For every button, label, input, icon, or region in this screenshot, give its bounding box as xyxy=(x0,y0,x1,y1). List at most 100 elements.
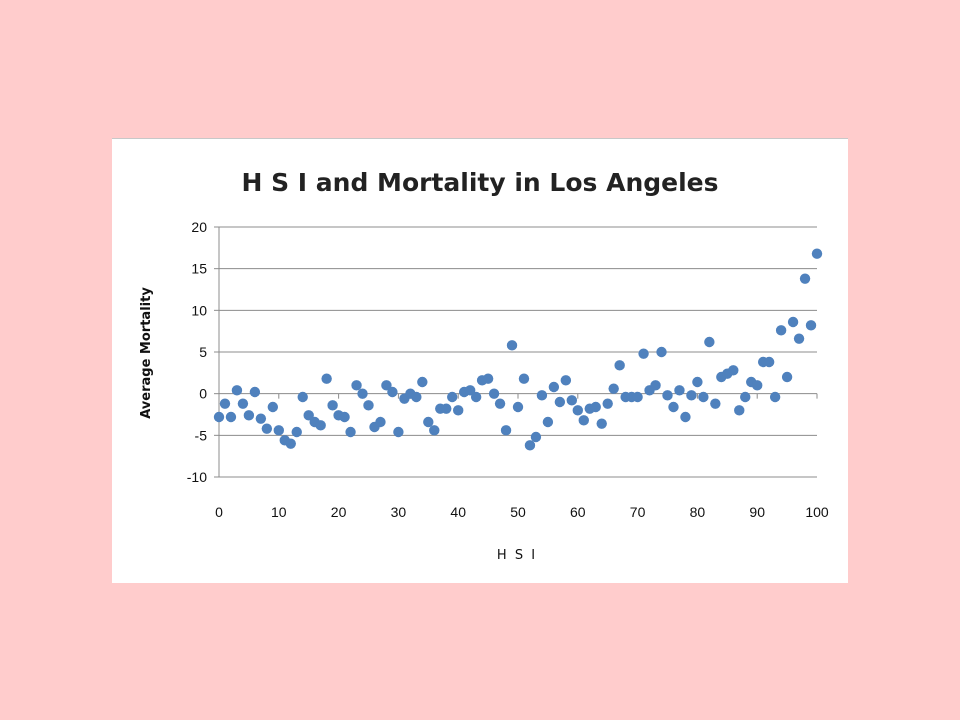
y-tick-label: 20 xyxy=(191,219,207,235)
data-point xyxy=(488,388,500,399)
data-point xyxy=(554,396,566,408)
x-tick-label: 30 xyxy=(391,504,407,520)
data-point xyxy=(536,390,548,401)
data-point xyxy=(614,360,625,371)
data-points xyxy=(213,248,823,451)
data-point xyxy=(219,398,231,409)
x-tick-label: 50 xyxy=(510,504,526,520)
x-tick-label: 60 xyxy=(570,504,586,520)
data-point xyxy=(393,426,404,438)
data-point xyxy=(608,383,619,394)
y-tick-label: -10 xyxy=(187,469,207,485)
data-point xyxy=(441,403,452,414)
data-point xyxy=(345,426,356,438)
data-point xyxy=(267,401,279,413)
y-tick-label: 10 xyxy=(191,302,207,318)
y-axis-label: Average Mortality xyxy=(139,287,154,419)
data-point xyxy=(213,411,225,423)
data-point xyxy=(381,380,392,391)
data-point xyxy=(524,440,536,451)
data-point xyxy=(811,248,823,259)
x-tick-labels: 0 10 20 30 40 50 60 70 80 90 100 xyxy=(215,504,829,520)
data-point xyxy=(740,391,751,403)
data-point xyxy=(769,391,781,403)
data-point xyxy=(590,401,601,413)
data-point xyxy=(261,423,273,434)
data-point xyxy=(793,333,805,344)
data-point xyxy=(602,398,613,409)
y-tick-labels: -10 -5 0 5 10 15 20 xyxy=(187,219,207,485)
data-point xyxy=(596,418,607,429)
data-point xyxy=(763,356,775,368)
data-point xyxy=(566,395,578,406)
data-point xyxy=(542,416,554,428)
data-point xyxy=(560,375,572,386)
data-point xyxy=(805,320,817,331)
data-point xyxy=(291,426,302,438)
data-point xyxy=(447,391,458,403)
data-point xyxy=(799,273,811,284)
data-point xyxy=(423,416,434,428)
data-point xyxy=(734,405,745,416)
data-point xyxy=(752,380,763,391)
data-point xyxy=(578,415,589,426)
data-point xyxy=(674,385,685,396)
data-point xyxy=(285,438,296,449)
data-point xyxy=(237,398,249,409)
data-point xyxy=(686,390,697,401)
y-tick-label: -5 xyxy=(195,427,208,443)
data-point xyxy=(303,410,314,421)
data-point xyxy=(662,390,673,401)
data-point xyxy=(548,381,560,393)
data-point xyxy=(632,391,643,403)
y-tick-label: 15 xyxy=(191,261,207,277)
scatter-chart: H S I and Mortality in Los Angeles -10 -5… xyxy=(139,168,829,563)
data-point xyxy=(704,336,715,348)
data-point xyxy=(500,425,512,436)
data-point xyxy=(710,398,721,409)
data-point xyxy=(512,401,524,413)
x-axis-label: H S I xyxy=(497,548,537,563)
data-point xyxy=(255,413,267,424)
data-point xyxy=(315,420,326,431)
data-point xyxy=(506,340,518,351)
data-point xyxy=(787,316,799,328)
data-point xyxy=(470,391,482,403)
data-point xyxy=(530,431,542,443)
data-point xyxy=(363,400,374,411)
x-tick-label: 40 xyxy=(450,504,466,520)
data-point xyxy=(321,373,332,384)
chart-title: H S I and Mortality in Los Angeles xyxy=(241,168,718,197)
data-point xyxy=(656,346,667,358)
data-point xyxy=(482,373,494,384)
data-point xyxy=(698,391,709,403)
data-point xyxy=(638,348,649,359)
data-point xyxy=(243,410,255,421)
data-point xyxy=(375,416,386,428)
data-point xyxy=(518,373,530,384)
data-point xyxy=(327,400,338,411)
x-tick-label: 20 xyxy=(331,504,347,520)
data-point xyxy=(411,391,422,403)
data-point xyxy=(494,398,506,409)
x-tick-label: 100 xyxy=(805,504,829,520)
data-point xyxy=(464,385,476,396)
data-point xyxy=(231,385,243,396)
data-point xyxy=(692,376,703,388)
data-point xyxy=(429,425,440,436)
x-tick-label: 10 xyxy=(271,504,287,520)
x-tick-label: 0 xyxy=(215,504,223,520)
data-point xyxy=(273,425,284,436)
data-point xyxy=(339,411,350,423)
data-point xyxy=(351,380,362,391)
x-tick-label: 80 xyxy=(690,504,706,520)
data-point xyxy=(775,325,787,336)
data-point xyxy=(357,388,368,399)
x-tick-label: 90 xyxy=(749,504,765,520)
data-point xyxy=(781,371,793,383)
y-tick-label: 5 xyxy=(199,344,207,360)
data-point xyxy=(249,386,261,398)
data-point xyxy=(417,376,428,388)
data-point xyxy=(225,411,237,423)
chart-panel: H S I and Mortality in Los Angeles -10 -5… xyxy=(112,138,848,583)
